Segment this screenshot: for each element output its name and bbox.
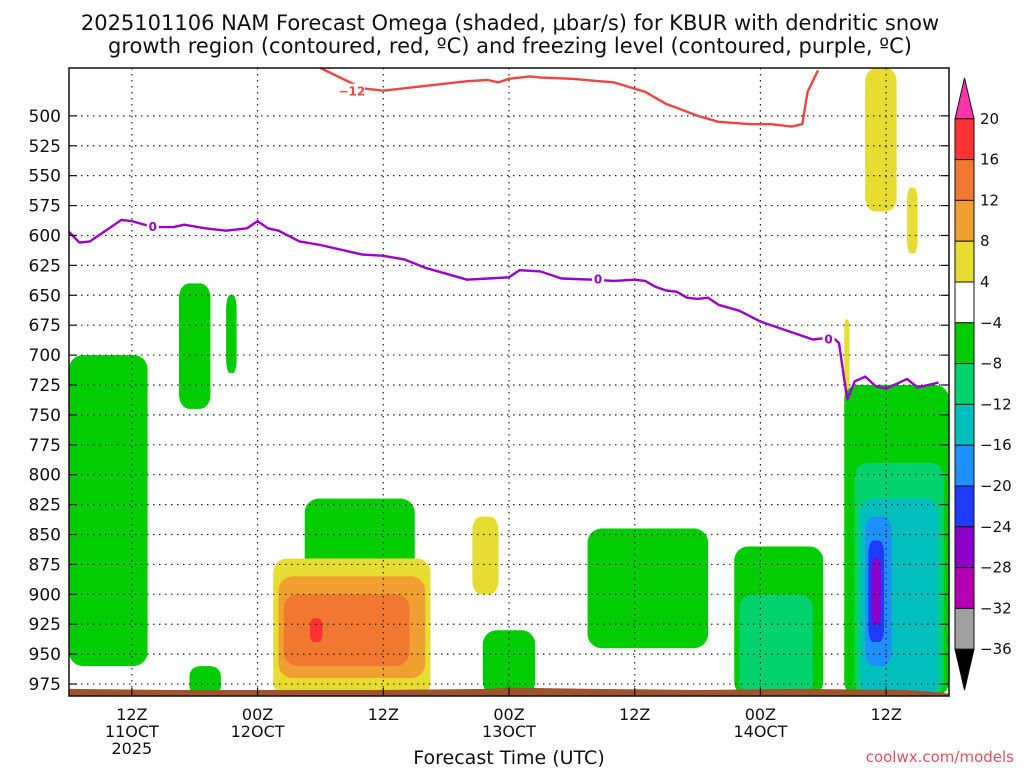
omega-shaded-region [907,187,918,254]
contour-label-background [592,271,605,286]
colorbar-swatch [954,363,975,405]
colorbar-label: −32 [980,599,1012,617]
contour-label: 0 [594,273,602,287]
colorbar-swatch [954,648,975,691]
colorbar-swatch [954,485,975,528]
grid-lines [69,68,949,696]
omega-shading-layer [69,68,949,696]
y-tick-label: 600 [29,226,61,246]
colorbar-label: −12 [980,395,1012,413]
y-tick-label: 725 [29,376,61,396]
y-tick-label: 700 [29,346,61,366]
x-axis-title: Forecast Time (UTC) [413,747,604,768]
colorbar-label: −24 [980,518,1012,536]
omega-shaded-region [871,558,881,625]
x-tick-label: 00Z [493,705,524,724]
omega-shaded-region [179,283,211,409]
y-tick-label: 550 [29,167,61,187]
omega-shaded-region [189,666,221,696]
colorbar-label: −8 [980,355,1002,373]
y-tick-label: 575 [29,197,61,217]
chart-title-line-1: 2025101106 NAM Forecast Omega (shaded, μ… [81,11,939,35]
x-tick-label: 12Z [368,705,399,724]
colorbar-label: −4 [980,314,1002,332]
contour-line-minus-12 [319,66,820,128]
x-tick-label: 00Z [242,705,273,724]
colorbar-label: 20 [980,110,999,128]
colorbar-swatch [954,281,975,324]
colorbar-swatch [954,159,975,201]
contour-label-background [146,218,159,233]
x-tick-label: 14OCT [733,722,787,741]
contour-label-background [338,83,365,98]
x-tick-label: 12Z [870,705,901,724]
x-tick-label: 11OCT [105,722,159,741]
y-tick-label: 650 [29,286,61,306]
x-tick-label: 12OCT [231,722,285,741]
colorbar-label: 12 [980,191,999,209]
omega-shaded-region [472,516,499,595]
y-tick-label: 925 [29,615,61,635]
colorbar-label: −28 [980,559,1012,577]
colorbar-swatch [954,567,975,609]
omega-shaded-region [587,528,709,649]
y-axis: 500 525 550 575 600 625 650 675 700 725 750 775 800 8… [29,107,949,695]
chart-title-line-2: growth region (contoured, red, ºC) and f… [108,34,912,58]
y-tick-label: 500 [29,107,61,127]
omega-shaded-region [226,295,237,374]
colorbar-swatch [954,199,975,242]
y-tick-label: 675 [29,316,61,336]
colorbar-label: −20 [980,477,1012,495]
colorbar-label: 4 [980,273,990,291]
y-tick-label: 800 [29,466,61,486]
omega-shaded-region [69,355,148,667]
y-tick-label: 950 [29,645,61,665]
y-tick-label: 975 [29,675,61,695]
omega-shaded-region [309,618,323,643]
colorbar-label: −36 [980,640,1012,658]
y-tick-label: 875 [29,555,61,575]
omega-shaded-region [739,594,813,696]
credit-text: coolwx.com/models [866,748,1014,766]
y-tick-label: 750 [29,406,61,426]
colorbar: 20 16 12 8 4 −4 −8 −12 −16 −20 −24 −28 −32 −36 [954,77,1012,691]
contour-label: 0 [824,332,832,346]
colorbar-label: 16 [980,151,999,169]
omega-shaded-region [283,594,410,667]
contour-label: 0 [149,220,157,234]
y-tick-label: 900 [29,585,61,605]
x-tick-label: 2025 [111,739,152,758]
contour-label: −12 [338,85,365,99]
x-tick-label: 12Z [116,705,147,724]
contour-label-background [822,331,835,346]
y-tick-label: 775 [29,436,61,456]
colorbar-label: 8 [980,232,990,250]
colorbar-swatch [954,77,975,120]
y-tick-label: 825 [29,496,61,516]
colorbar-swatch [954,118,975,161]
x-tick-label: 12Z [619,705,650,724]
contour-layer: −12 0 0 0 [68,66,939,401]
colorbar-swatch [954,526,975,569]
colorbar-swatch [954,322,975,365]
y-tick-label: 850 [29,526,61,546]
y-tick-label: 625 [29,256,61,276]
colorbar-swatch [954,403,975,446]
omega-shaded-region [865,68,897,212]
x-tick-label: 13OCT [482,722,536,741]
x-tick-label: 00Z [745,705,776,724]
y-tick-label: 525 [29,137,61,157]
colorbar-swatch [954,444,975,487]
colorbar-swatch [954,607,975,650]
colorbar-label: −16 [980,436,1012,454]
colorbar-swatch [954,240,975,283]
